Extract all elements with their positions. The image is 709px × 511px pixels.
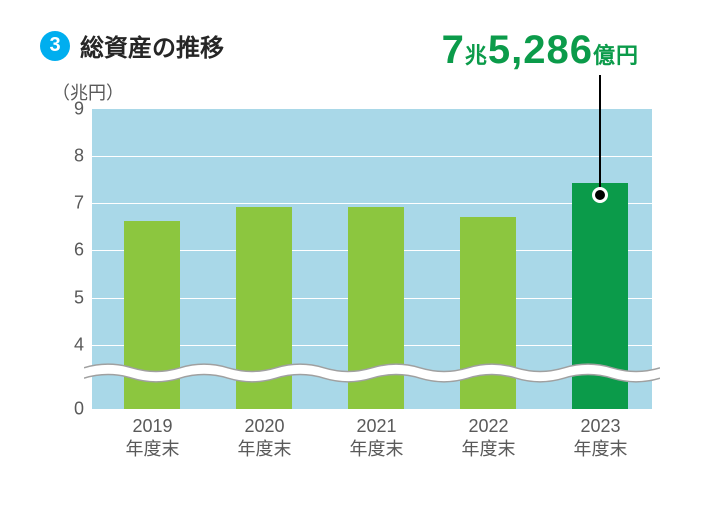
- bar-chart: 2019 年度末2020 年度末2021 年度末2022 年度末2023 年度末…: [52, 109, 669, 469]
- y-tick-label: 6: [52, 240, 84, 261]
- x-tick-label: 2023 年度末: [544, 415, 656, 460]
- leader-line: [599, 75, 601, 195]
- plot-area: [92, 109, 652, 409]
- section-badge: 3: [40, 31, 70, 61]
- y-tick-label: 4: [52, 334, 84, 355]
- y-tick-label: 7: [52, 193, 84, 214]
- y-axis-unit: （兆円）: [52, 79, 669, 105]
- axis-break: [84, 360, 660, 386]
- leader-dot: [592, 187, 608, 203]
- y-tick-label: 9: [52, 99, 84, 120]
- x-tick-label: 2019 年度末: [96, 415, 208, 460]
- x-tick-label: 2020 年度末: [208, 415, 320, 460]
- chart-title: 総資産の推移: [80, 28, 224, 63]
- x-tick-label: 2022 年度末: [432, 415, 544, 460]
- y-tick-label: 8: [52, 146, 84, 167]
- y-tick-label: 0: [52, 399, 84, 420]
- x-tick-label: 2021 年度末: [320, 415, 432, 460]
- highlight-value: 7兆5,286億円: [442, 28, 639, 73]
- gridline: [92, 203, 652, 204]
- y-tick-label: 5: [52, 287, 84, 308]
- gridline: [92, 156, 652, 157]
